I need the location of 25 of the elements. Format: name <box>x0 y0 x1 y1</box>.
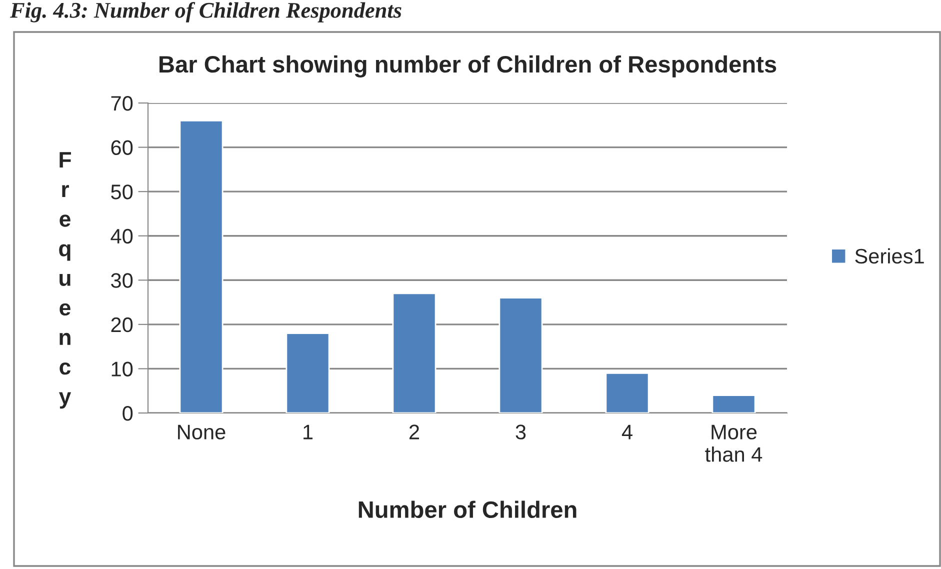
x-tick-label: 1 <box>304 424 313 440</box>
y-tick-label: 20 <box>111 317 133 332</box>
bar <box>712 394 756 413</box>
x-tick-label: More than 4 <box>705 424 762 462</box>
y-tick-label: 30 <box>111 273 133 288</box>
bar <box>392 292 436 413</box>
bar <box>498 297 543 413</box>
y-tick-label: 0 <box>122 406 133 421</box>
legend-label: Series1 <box>855 248 924 264</box>
y-tick-label: 50 <box>111 184 133 200</box>
y-tick-label: 60 <box>111 140 133 156</box>
bar <box>605 372 650 413</box>
x-tick-label: 3 <box>516 424 526 440</box>
text: Frequency <box>58 152 72 409</box>
x-tick-label: 2 <box>410 424 419 440</box>
chart-title: Bar Chart showing number of Children of Respondents <box>160 55 776 78</box>
bar <box>179 120 224 413</box>
y-tick-label: 70 <box>111 96 133 111</box>
x-tick-label: None <box>178 424 226 440</box>
y-tick-label: 40 <box>110 228 133 244</box>
x-tick-label: 4 <box>622 424 632 440</box>
y-tick-label: 10 <box>112 362 133 376</box>
x-axis-title: Number of Children <box>358 500 576 518</box>
bar <box>286 332 330 413</box>
caption: Fig. 4.3: Number of Children Respondents <box>10 2 402 22</box>
